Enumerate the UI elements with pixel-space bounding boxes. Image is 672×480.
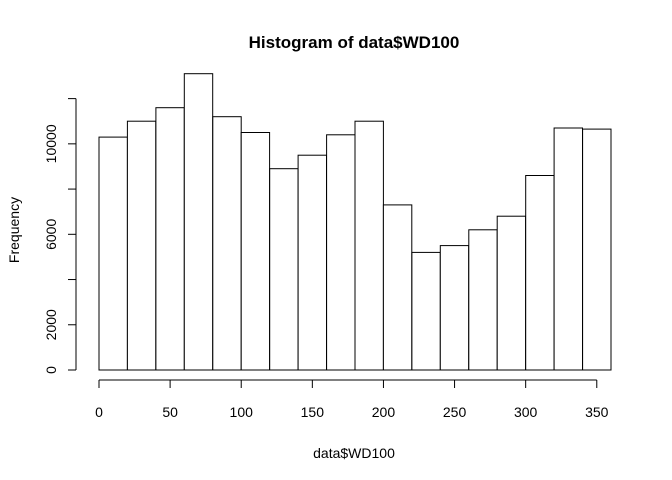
x-tick-label-5: 250 <box>443 404 467 420</box>
chart-title: Histogram of data$WD100 <box>249 33 460 52</box>
histogram-bar-12 <box>439 245 470 371</box>
bars <box>98 73 612 371</box>
y-axis: 0 2000 6000 10000 <box>43 98 77 374</box>
histogram-bar-9 <box>354 120 384 371</box>
histogram-bar-6 <box>269 168 299 371</box>
x-tick-label-6: 300 <box>514 404 538 420</box>
histogram-bar-17 <box>582 128 612 371</box>
histogram-bar-8 <box>326 134 356 371</box>
histogram-bar-2 <box>155 107 185 371</box>
histogram-bar-15 <box>525 175 555 371</box>
x-tick-label-0: 0 <box>95 404 103 420</box>
x-axis: 0 50 100 150 200 250 300 350 <box>95 379 609 420</box>
x-tick-label-1: 50 <box>162 404 178 420</box>
histogram-bar-5 <box>240 132 271 371</box>
x-tick-label-3: 150 <box>301 404 325 420</box>
y-tick-label-0: 0 <box>43 366 59 374</box>
x-axis-label: data$WD100 <box>313 445 395 461</box>
histogram-bar-4 <box>212 116 242 371</box>
histogram-bar-0 <box>98 136 128 371</box>
y-tick-label-2: 6000 <box>43 219 59 250</box>
y-axis-label: Frequency <box>6 197 22 263</box>
histogram-bar-16 <box>553 127 583 371</box>
y-tick-label-1: 2000 <box>43 309 59 340</box>
histogram-bar-3 <box>183 73 214 371</box>
y-tick-label-3: 10000 <box>43 124 59 163</box>
x-tick-label-2: 100 <box>230 404 254 420</box>
x-tick-label-7: 350 <box>585 404 609 420</box>
histogram-bar-11 <box>411 251 441 371</box>
x-tick-label-4: 200 <box>372 404 396 420</box>
histogram-bar-7 <box>297 154 328 371</box>
histogram-bar-14 <box>496 215 527 371</box>
histogram-bar-13 <box>468 229 498 371</box>
histogram-bar-10 <box>382 204 413 371</box>
histogram-bar-1 <box>126 120 157 371</box>
